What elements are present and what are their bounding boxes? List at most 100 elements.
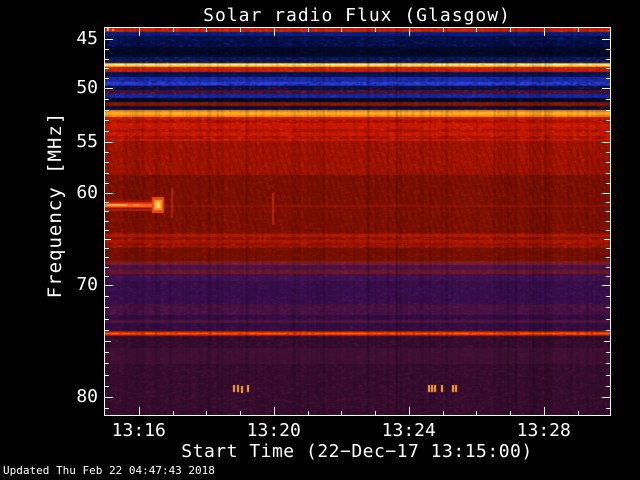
x-axis-minor-tick	[307, 28, 309, 32]
y-axis-minor-tick	[606, 229, 610, 231]
x-axis-tick	[543, 28, 545, 36]
y-axis-minor-tick	[105, 329, 109, 331]
y-axis-tick	[602, 39, 610, 40]
y-axis-minor-tick	[606, 48, 610, 50]
y-axis-minor-tick	[606, 131, 610, 133]
y-axis-minor-tick	[606, 307, 610, 309]
y-tick-label: 45	[76, 28, 98, 49]
y-axis-minor-tick	[105, 211, 109, 213]
y-axis-tick	[602, 88, 610, 89]
y-axis-minor-tick	[606, 275, 610, 277]
y-axis-minor-tick	[105, 408, 109, 410]
y-axis-tick	[602, 193, 610, 194]
y-axis-tick	[604, 341, 610, 342]
y-axis-tick	[105, 39, 113, 40]
x-axis-minor-tick	[476, 411, 478, 415]
y-axis-minor-tick	[105, 98, 109, 100]
x-tick-label: 13:16	[111, 420, 166, 441]
y-axis-minor-tick	[606, 296, 610, 298]
y-axis-minor-tick	[105, 48, 109, 50]
x-tick-label: 13:24	[381, 420, 436, 441]
y-axis-minor-tick	[105, 374, 109, 376]
y-axis-minor-tick	[105, 109, 109, 111]
y-tick-label: 70	[76, 274, 98, 295]
spectrogram-canvas	[105, 28, 610, 415]
y-axis-minor-tick	[606, 98, 610, 100]
y-axis-minor-tick	[606, 120, 610, 122]
x-axis-tick	[543, 407, 545, 415]
x-axis-tick	[408, 28, 410, 36]
y-axis-tick	[602, 285, 610, 286]
y-axis-tick	[105, 285, 113, 286]
y-axis-minor-tick	[105, 68, 109, 70]
y-axis-minor-tick	[105, 131, 109, 133]
y-axis-minor-tick	[105, 385, 109, 387]
x-axis-minor-tick	[172, 28, 174, 32]
y-axis-tick	[602, 397, 610, 398]
y-axis-minor-tick	[105, 257, 109, 259]
x-axis-minor-tick	[240, 28, 241, 32]
y-axis-minor-tick	[606, 248, 610, 250]
y-axis-minor-tick	[606, 162, 610, 164]
x-axis-tick	[408, 407, 410, 415]
y-axis-minor-tick	[606, 78, 610, 80]
x-tick-label: 13:28	[516, 420, 571, 441]
x-axis-minor-tick	[577, 28, 579, 32]
y-axis-minor-tick	[606, 172, 610, 174]
y-axis-minor-tick	[105, 162, 109, 164]
y-axis-minor-tick	[105, 352, 109, 354]
x-axis-minor-tick	[341, 411, 343, 415]
y-tick-label: 60	[76, 182, 98, 203]
x-tick-label: 13:20	[246, 420, 301, 441]
y-axis-tick	[105, 88, 113, 89]
y-axis-tick	[105, 142, 113, 143]
x-axis-tick	[138, 28, 140, 36]
x-axis-minor-tick	[510, 411, 511, 415]
y-axis-minor-tick	[105, 182, 109, 184]
y-axis-minor-tick	[606, 363, 610, 365]
y-axis-minor-tick	[105, 307, 109, 309]
y-axis-minor-tick	[606, 220, 610, 222]
y-axis-minor-tick	[105, 220, 109, 222]
y-tick-label: 55	[76, 131, 98, 152]
plot-area	[104, 27, 611, 416]
x-axis-minor-tick	[206, 411, 208, 415]
y-axis-minor-tick	[606, 152, 610, 154]
y-axis-tick	[105, 193, 113, 194]
y-axis-minor-tick	[105, 229, 109, 231]
y-axis-tick	[604, 239, 610, 240]
x-axis-minor-tick	[240, 411, 241, 415]
y-axis-tick	[105, 341, 111, 342]
x-axis-minor-tick	[375, 28, 376, 32]
y-axis-minor-tick	[105, 363, 109, 365]
x-axis-minor-tick	[577, 411, 579, 415]
y-axis-minor-tick	[105, 152, 109, 154]
y-axis-minor-tick	[105, 202, 109, 204]
x-axis-minor-tick	[341, 28, 343, 32]
x-axis-minor-tick	[206, 28, 208, 32]
y-axis-minor-tick	[105, 172, 109, 174]
chart-title: Solar radio Flux (Glasgow)	[203, 5, 511, 26]
x-axis-tick	[138, 407, 140, 415]
y-axis-minor-tick	[606, 257, 610, 259]
y-axis-minor-tick	[606, 182, 610, 184]
y-axis-minor-tick	[606, 211, 610, 213]
y-axis-minor-tick	[606, 408, 610, 410]
y-axis-minor-tick	[606, 68, 610, 70]
x-axis-minor-tick	[442, 411, 444, 415]
y-axis-minor-tick	[606, 58, 610, 60]
y-axis-minor-tick	[606, 202, 610, 204]
y-axis-minor-tick	[606, 266, 610, 268]
x-axis-minor-tick	[476, 28, 478, 32]
x-axis-minor-tick	[307, 411, 309, 415]
y-axis-minor-tick	[606, 352, 610, 354]
y-axis-minor-tick	[105, 58, 109, 60]
x-axis-tick	[273, 28, 275, 36]
updated-timestamp: Updated Thu Feb 22 04:47:43 2018	[3, 464, 215, 477]
y-axis-minor-tick	[606, 374, 610, 376]
y-axis-minor-tick	[105, 318, 109, 320]
y-axis-minor-tick	[606, 109, 610, 111]
y-axis-minor-tick	[105, 78, 109, 80]
y-axis-tick	[602, 142, 610, 143]
